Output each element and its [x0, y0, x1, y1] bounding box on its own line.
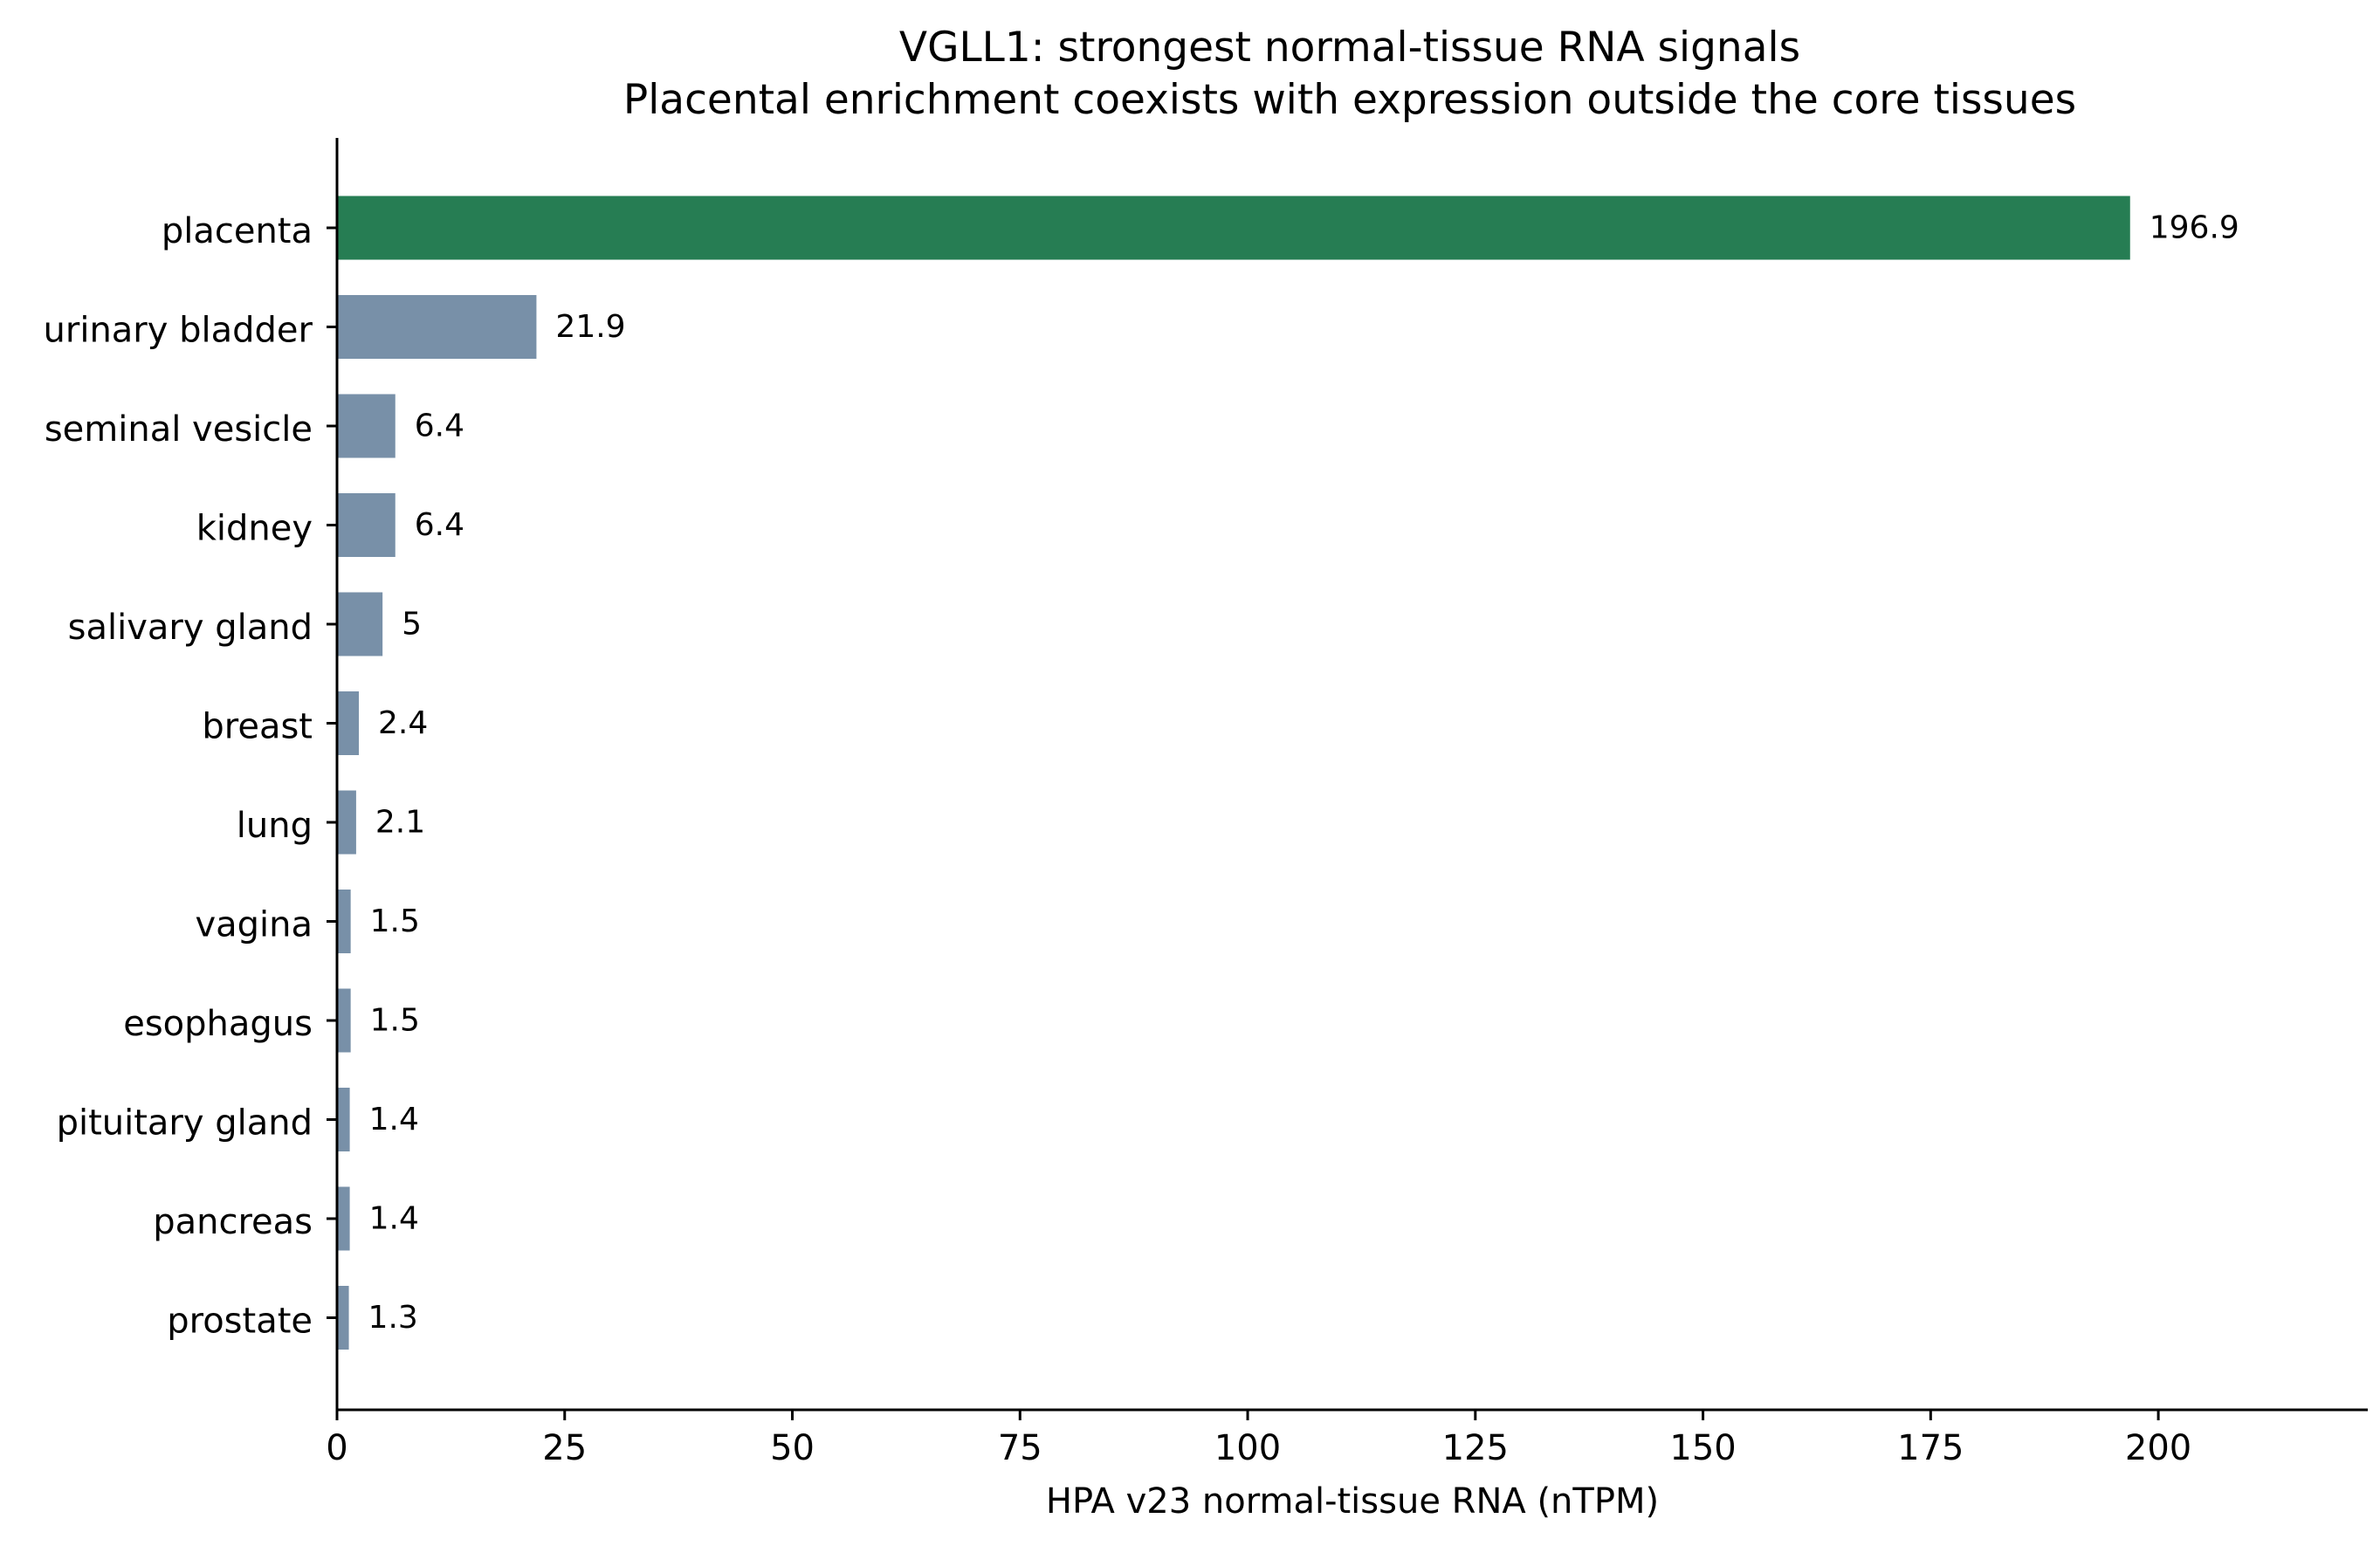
x-axis-label: HPA v23 normal-tissue RNA (nTPM): [1046, 1481, 1659, 1522]
value-label-vagina: 1.5: [370, 904, 420, 939]
chart-subtitle: Placental enrichment coexists with expre…: [623, 76, 2076, 124]
x-tick-label-125: 125: [1442, 1428, 1509, 1468]
value-label-prostate: 1.3: [368, 1300, 418, 1336]
x-ticks-group: 0 25 50 75 100 125 150 175 200: [326, 1410, 2191, 1468]
category-label-urinary-bladder: urinary bladder: [44, 311, 313, 351]
bar-lung: [337, 790, 356, 855]
bar-placenta: [337, 196, 2130, 260]
x-tick-label-150: 150: [1669, 1428, 1736, 1468]
x-tick-label-175: 175: [1897, 1428, 1964, 1468]
value-label-lung: 2.1: [375, 805, 425, 841]
x-tick-label-200: 200: [2125, 1428, 2191, 1468]
bar-salivary-gland: [337, 592, 383, 656]
category-label-lung: lung: [237, 806, 313, 846]
x-tick-label-0: 0: [326, 1428, 347, 1468]
category-label-kidney: kidney: [196, 509, 313, 549]
value-label-esophagus: 1.5: [370, 1003, 420, 1039]
bar-prostate: [337, 1286, 349, 1350]
x-tick-label-100: 100: [1214, 1428, 1281, 1468]
bar-esophagus: [337, 988, 351, 1053]
value-label-pancreas: 1.4: [369, 1201, 419, 1237]
bar-breast: [337, 691, 360, 755]
bar-pancreas: [337, 1186, 350, 1251]
category-label-pituitary-gland: pituitary gland: [57, 1103, 313, 1144]
category-label-seminal-vesicle: seminal vesicle: [45, 409, 313, 450]
x-tick-label-25: 25: [542, 1428, 587, 1468]
bar-seminal-vesicle: [337, 394, 396, 458]
category-label-vagina: vagina: [195, 905, 313, 945]
value-label-breast: 2.4: [378, 705, 428, 741]
bar-pituitary-gland: [337, 1088, 350, 1151]
x-tick-label-50: 50: [770, 1428, 815, 1468]
value-labels-group: 196.9 21.9 6.4 6.4 5 2.4 2.1 1.5 1.5 1.4 1.4 1.3: [368, 210, 2239, 1336]
category-label-prostate: prostate: [167, 1302, 313, 1342]
value-label-kidney: 6.4: [415, 507, 464, 543]
value-label-placenta: 196.9: [2150, 210, 2239, 246]
category-label-placenta: placenta: [162, 211, 313, 251]
x-tick-label-75: 75: [998, 1428, 1042, 1468]
bars-group: [337, 196, 2130, 1350]
category-label-salivary-gland: salivary gland: [68, 608, 313, 648]
bar-vagina: [337, 890, 351, 953]
category-label-esophagus: esophagus: [123, 1004, 313, 1044]
value-label-pituitary-gland: 1.4: [369, 1102, 419, 1137]
category-labels-group: placenta urinary bladder seminal vesicle ki…: [44, 211, 337, 1342]
bar-kidney: [337, 493, 396, 557]
value-label-salivary-gland: 5: [402, 607, 422, 642]
category-label-pancreas: pancreas: [153, 1202, 313, 1242]
bar-urinary-bladder: [337, 295, 537, 359]
chart-title: VGLL1: strongest normal-tissue RNA signa…: [899, 24, 1800, 72]
value-label-urinary-bladder: 21.9: [555, 309, 625, 345]
category-label-breast: breast: [202, 707, 313, 747]
value-label-seminal-vesicle: 6.4: [415, 409, 464, 444]
